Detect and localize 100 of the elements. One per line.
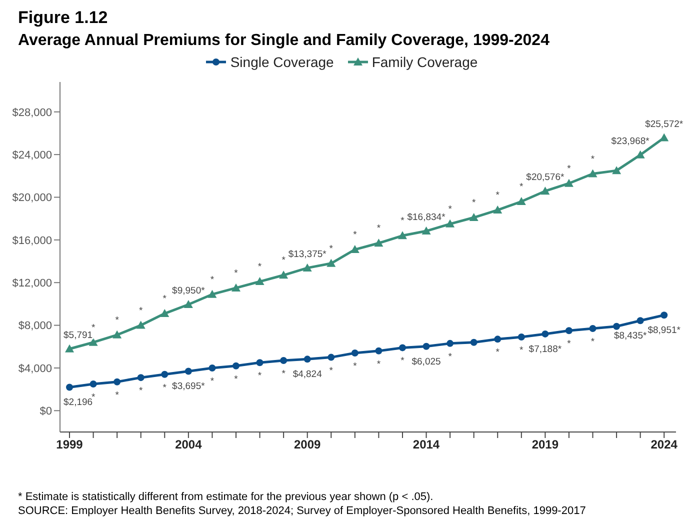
data-label: $25,572* [645, 118, 684, 130]
data-label: $8,435* [614, 330, 647, 342]
point [256, 359, 264, 366]
point [613, 322, 620, 330]
point [88, 338, 98, 346]
data-label: $7,188* [528, 344, 562, 355]
data-label: * [329, 365, 334, 376]
data-label: * [496, 347, 500, 358]
point [660, 312, 668, 319]
data-label: * [258, 262, 262, 273]
point [90, 380, 97, 388]
point [494, 336, 502, 343]
point [255, 277, 264, 286]
x-tick-label: 2014 [412, 438, 440, 452]
data-label: * [520, 345, 524, 356]
data-label: $9,950* [172, 285, 206, 296]
point [564, 178, 574, 187]
source-note: SOURCE: Employer Health Benefits Survey, 2018-2024; Survey of Employer-Sponsored Health Benefits, 1999-2017 [18, 504, 587, 518]
data-label: $13,375* [288, 248, 327, 260]
point [470, 338, 478, 346]
y-tick-label: $28,000 [12, 106, 52, 119]
point [137, 374, 144, 382]
point [161, 370, 168, 378]
data-label: * [376, 358, 381, 370]
data-label: * [353, 230, 358, 241]
x-tick-label: 2009 [294, 438, 322, 452]
point [279, 270, 288, 279]
text: * Estimate is statistically different from estimate for the previous year shown (p < .05). [18, 490, 434, 504]
point [112, 330, 122, 338]
point [565, 327, 572, 334]
data-label: * [91, 322, 96, 334]
point [398, 231, 407, 240]
point [326, 258, 336, 267]
data-label: * [258, 370, 262, 382]
x-tick-label: 2004 [175, 438, 202, 452]
data-label: * [353, 361, 358, 372]
data-label: * [282, 255, 286, 266]
point [232, 362, 240, 370]
point [446, 219, 455, 228]
data-label: $3,695* [172, 381, 206, 392]
point [351, 350, 358, 357]
point [589, 324, 596, 332]
data-label: * [282, 368, 286, 380]
point [208, 364, 216, 372]
data-label: $20,576* [526, 172, 565, 184]
data-label: * [139, 305, 144, 316]
point [612, 166, 622, 174]
point [208, 290, 217, 298]
data-label: * [472, 198, 476, 209]
data-label: * [162, 294, 167, 305]
y-tick-label: $20,000 [12, 192, 52, 204]
point [636, 317, 644, 324]
point [328, 354, 335, 361]
y-tick-label: $0 [40, 406, 52, 418]
point [422, 342, 430, 350]
data-label: * [590, 336, 595, 348]
data-label: * [448, 204, 452, 215]
y-tick-label: $4,000 [18, 362, 52, 375]
data-label: * [567, 338, 572, 350]
point [160, 309, 170, 318]
point [65, 344, 74, 352]
data-label: * [448, 351, 452, 362]
data-label: * [400, 356, 405, 367]
point [540, 186, 550, 195]
data-label: $16,834* [407, 212, 446, 224]
data-label: * [376, 223, 381, 234]
point [446, 340, 454, 347]
point [184, 368, 192, 375]
data-label: * [91, 392, 96, 403]
data-label: * [590, 154, 595, 165]
x-tick-label: 1999 [56, 438, 84, 452]
y-tick-label: $16,000 [12, 234, 52, 247]
chart-title: Figure 1.12 [18, 8, 109, 28]
x-tick-label: 2024 [650, 438, 678, 452]
data-label: $5,791 [64, 330, 93, 341]
point [66, 384, 74, 391]
point [374, 238, 384, 247]
legend-label: Family Coverage [372, 54, 478, 70]
x-tick-label: 2019 [532, 438, 559, 452]
data-label: $23,968* [611, 136, 650, 147]
data-label: * [234, 374, 238, 385]
point [114, 378, 121, 386]
point [516, 197, 526, 206]
data-label: * [329, 243, 334, 254]
point [136, 320, 146, 329]
data-label: * [400, 216, 405, 227]
data-label: $4,824 [292, 369, 322, 380]
data-label: * [210, 274, 214, 286]
data-label: * [115, 314, 120, 326]
point [304, 356, 311, 363]
data-label: $2,196 [64, 397, 93, 408]
point [232, 283, 240, 292]
y-tick-label: $12,000 [12, 278, 52, 290]
data-label: * [210, 376, 214, 387]
data-label: $6,025 [412, 356, 441, 368]
data-label: * [520, 182, 524, 193]
point [375, 347, 382, 354]
data-label: * [567, 163, 572, 174]
point [398, 344, 406, 352]
point [469, 213, 478, 222]
